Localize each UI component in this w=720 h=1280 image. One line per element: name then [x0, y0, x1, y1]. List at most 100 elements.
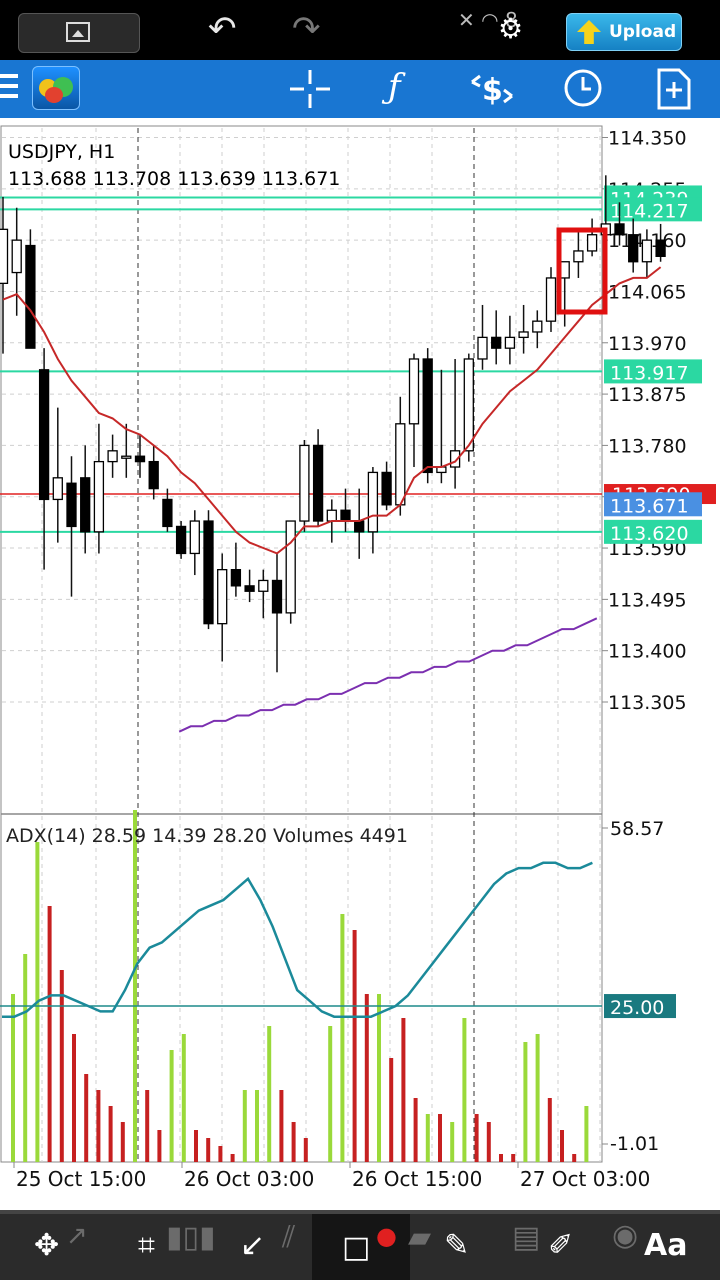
candle-body [93, 460, 105, 533]
top-action-bar: ↶ ↷ ✕ ◠ 8 ⚙ Upload [0, 0, 720, 60]
current-price-tag [604, 492, 702, 517]
candle-body [518, 331, 529, 339]
crop-icon[interactable]: ⌗ [138, 1228, 155, 1263]
candle-body [628, 234, 639, 263]
candles-ghost-icon: ▮▯▮ [166, 1220, 216, 1255]
new-document-icon[interactable] [655, 66, 695, 112]
current-price-label: 113.671 [610, 495, 689, 517]
price-tick-label: 113.970 [608, 333, 687, 355]
candle-body [422, 358, 433, 474]
settings-gear-icon[interactable]: ⚙ [498, 12, 524, 45]
candle-body [545, 277, 557, 322]
volume-bar [11, 994, 15, 1162]
drawing-toolbar: ✥ ↗ ⌗ ▮▯▮ ↙ ⫽ □ ● ▰ ✎ ▤ ✐ ◉ Aa [0, 1210, 720, 1280]
time-label: 25 Oct 15:00 [16, 1167, 146, 1191]
text-tool-icon[interactable]: Aa [644, 1228, 688, 1263]
candle-body [477, 336, 488, 360]
candlesticks [0, 175, 666, 673]
chart-area[interactable]: 114.350114.255114.160114.065113.970113.8… [0, 118, 720, 1210]
adx-line [2, 861, 593, 1018]
candle-body [271, 579, 283, 614]
chat-ghost-icon: ◉ [612, 1218, 639, 1253]
volume-bar [352, 930, 357, 1162]
ohlc-label: 113.688 113.708 113.639 113.671 [8, 168, 340, 190]
price-tick-label: 113.780 [608, 435, 687, 457]
adx-level-label: 25.00 [610, 997, 664, 1019]
volume-bar [120, 1122, 125, 1162]
arrow-icon[interactable]: ↙ [240, 1228, 266, 1263]
moving-average-purple [178, 617, 598, 733]
price-tick-label: 113.495 [608, 589, 687, 611]
candle-body [504, 336, 516, 349]
candle-body [162, 498, 173, 528]
candle-body [175, 525, 187, 555]
candle-body [25, 244, 36, 349]
candle-body [121, 455, 132, 459]
volume-bar [157, 1130, 162, 1162]
candle-body [244, 585, 255, 592]
volume-bar [133, 810, 137, 1162]
horizontal-lines: 113.690114.239114.217113.917113.620113.6… [0, 185, 716, 545]
move-icon[interactable]: ✥ [34, 1228, 60, 1263]
time-label: 26 Oct 15:00 [352, 1167, 482, 1191]
candle-body [354, 520, 365, 533]
volume-bar [218, 1146, 223, 1162]
price-chart-svg[interactable]: 114.350114.255114.160114.065113.970113.8… [0, 118, 720, 1210]
candle-body [532, 320, 543, 333]
volume-bar [328, 1026, 333, 1162]
rectangle-icon[interactable]: □ [342, 1230, 371, 1265]
menu-icon[interactable] [0, 74, 18, 100]
candle-body [491, 336, 502, 349]
adx-level-tag [604, 994, 676, 1019]
candle-body [573, 250, 584, 263]
chart-grid [0, 125, 603, 1163]
undo-icon[interactable]: ↶ [208, 9, 237, 49]
volume-bar [47, 906, 52, 1162]
candle-body [0, 228, 9, 285]
trade-icon[interactable]: $ [468, 68, 516, 110]
candle-body [641, 239, 653, 263]
candle-body [217, 569, 228, 625]
candle-body [11, 239, 22, 274]
volume-bar [242, 1090, 247, 1162]
candle-body [66, 482, 77, 528]
crosshair-icon[interactable] [288, 68, 332, 110]
function-icon[interactable]: ƒ [388, 67, 401, 107]
volume-bar [340, 914, 345, 1162]
clock-icon[interactable] [561, 66, 605, 110]
pencil-icon[interactable]: ✎ [444, 1228, 470, 1263]
volume-bar [523, 1042, 528, 1162]
volume-bar [364, 994, 369, 1162]
candle-body [381, 471, 392, 506]
candle-body [367, 471, 379, 533]
notes-ghost-icon: ▤ [512, 1220, 541, 1255]
hline-label: 113.917 [610, 362, 689, 384]
active-tool-highlight [312, 1214, 410, 1280]
chart-frame [0, 125, 603, 1163]
volume-bar [413, 1098, 418, 1162]
volume-bar [181, 1034, 186, 1162]
candle-body [80, 477, 91, 533]
marker-icon[interactable]: ✐ [548, 1228, 574, 1263]
volume-bar [206, 1138, 211, 1162]
adx-min-label: -1.01 [610, 1133, 659, 1155]
volume-bar [462, 1018, 467, 1162]
upload-label: Upload [609, 22, 677, 42]
redo-icon[interactable]: ↷ [292, 9, 321, 49]
edit-screenshot-button[interactable] [18, 13, 140, 53]
volume-bar [438, 1114, 442, 1162]
volume-bar [584, 1106, 589, 1162]
candle-body [655, 239, 666, 257]
app-logo-icon[interactable] [32, 66, 80, 110]
candle-body [449, 450, 461, 468]
candle-body [395, 423, 406, 506]
candle-body [230, 569, 242, 587]
candle-body [189, 520, 200, 555]
highlight-box [556, 227, 608, 315]
volume-bar [279, 1090, 284, 1162]
volume-bar [560, 1130, 564, 1162]
chart-toolbar: ƒ $ [0, 60, 720, 118]
candle-body [559, 261, 570, 279]
upload-button[interactable]: Upload [566, 13, 682, 51]
candle-body [299, 444, 310, 522]
